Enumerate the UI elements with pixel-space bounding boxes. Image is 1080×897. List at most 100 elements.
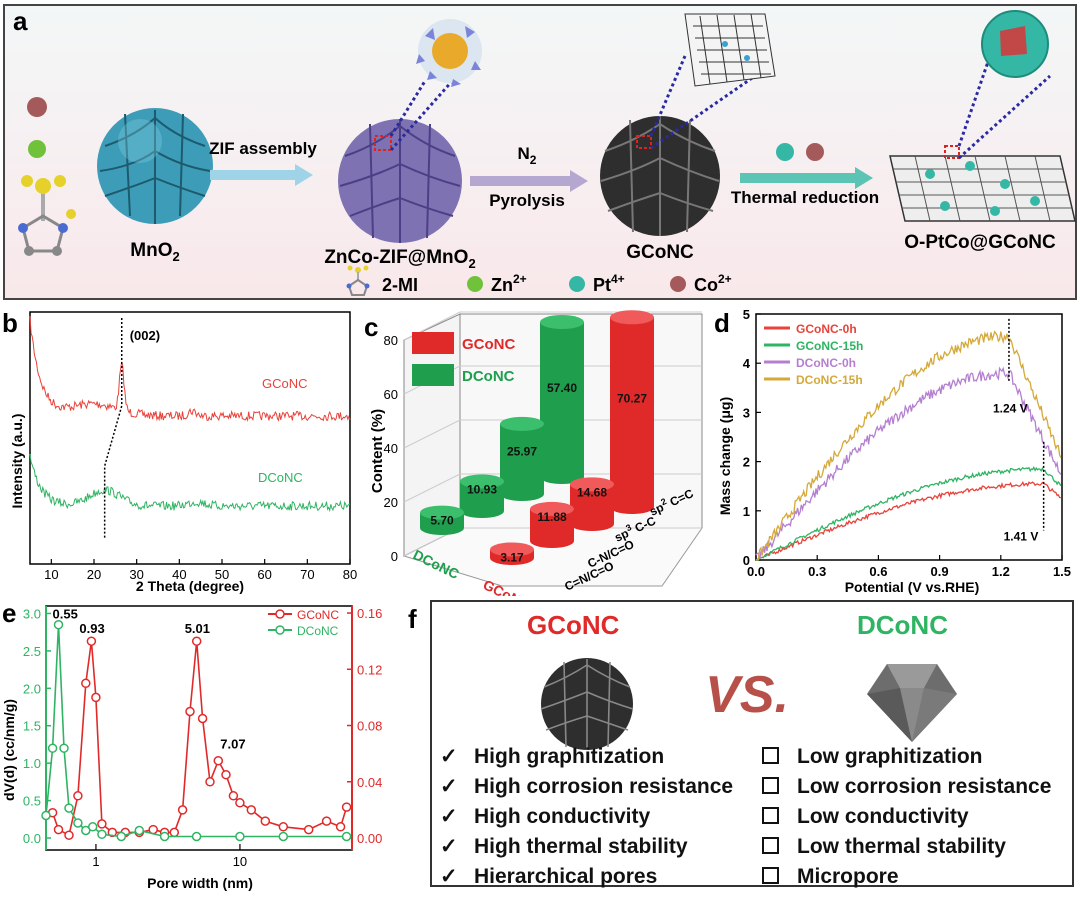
content-bar-value: 10.93 — [467, 482, 497, 496]
content-bar-value: 3.17 — [500, 550, 524, 564]
pore-legend-marker — [275, 609, 285, 619]
label-final-catalyst: O-PtCo@GCoNC — [904, 232, 1056, 253]
panel-label-e: e — [2, 600, 16, 628]
xrd-series-dconc — [29, 453, 351, 513]
content-bar-dconc — [500, 416, 544, 501]
content-panel: c Content (%) 0 20 40 60 80 57.40 25.97 10.93 5.… — [362, 306, 712, 613]
panel-label-c: c — [364, 312, 378, 342]
pore-peak-label: 0.93 — [79, 621, 104, 636]
mass-series-gconc-0h — [756, 480, 1061, 561]
dconc-feature: Low corrosion resistance — [762, 772, 1051, 802]
mass-series-gconc-15h — [755, 465, 1062, 561]
panel-label-b: b — [2, 308, 18, 338]
molecule-2mi-icon — [18, 97, 76, 256]
step-zif-assembly: ZIF assembly — [209, 139, 317, 158]
content-bar-dconc — [420, 505, 464, 535]
pore-panel: e dV(d) (cc/nm/g) Pore width (nm) 0.0 0.5… — [0, 598, 430, 892]
content-bar-gconc — [490, 542, 534, 565]
mass-annotation: 1.24 V — [993, 401, 1028, 415]
graphene-sheet-icon — [889, 10, 1076, 222]
mass-xtick-label: 0.3 — [808, 564, 826, 579]
content-bar-value: 25.97 — [507, 444, 537, 458]
content-ytick-label: 60 — [384, 387, 398, 402]
mass-series-dconc-0h — [755, 366, 1062, 560]
pore-ylabel: dV(d) (cc/nm/g) — [1, 699, 17, 801]
mass-annotation: 1.41 V — [1004, 529, 1039, 543]
mass-ytick-label: 2 — [743, 455, 750, 470]
zif-mno2-sphere-icon — [338, 19, 482, 243]
pore-xlabel: Pore width (nm) — [147, 875, 253, 891]
pore-ytick-left-label: 0.5 — [23, 794, 41, 809]
pore-ytick-right-label: 0.04 — [357, 775, 382, 790]
content-bar-value: 57.40 — [547, 381, 577, 395]
pore-legend-label: DCoNC — [297, 624, 339, 638]
xrd-xtick-label: 70 — [300, 567, 314, 582]
checkbox-icon — [762, 807, 779, 824]
mass-legend-label: DCoNC-15h — [796, 373, 863, 387]
pore-legend-marker — [275, 625, 285, 635]
pore-series-dconc — [45, 624, 347, 838]
content-ytick-label: 40 — [384, 441, 398, 456]
mass-xtick-label: 0.0 — [747, 564, 765, 579]
arrow-zif-assembly — [210, 164, 313, 186]
pore-ytick-left-label: 1.0 — [23, 756, 41, 771]
gconc-feature: ✓ Hierarchical pores — [440, 862, 733, 892]
pore-ytick-left-label: 3.0 — [23, 606, 41, 621]
content-bar-dconc — [460, 474, 504, 518]
checkbox-icon — [762, 837, 779, 854]
xrd-panel: b Intensity (a.u.) 2 Theta (degree) 10 20… — [0, 306, 360, 596]
label-mno2: MnO2 — [130, 240, 179, 264]
mass-xtick-label: 0.9 — [931, 564, 949, 579]
content-gridline — [403, 473, 461, 503]
mass-xtick-label: 0.6 — [869, 564, 887, 579]
legend-co-icon — [670, 276, 686, 292]
pore-ytick-left-label: 2.5 — [23, 644, 41, 659]
legend-zn-label: Zn2+ — [491, 272, 527, 295]
xrd-series-gconc — [29, 316, 351, 422]
content-bar-gconc — [570, 477, 614, 531]
content-bar-value: 11.88 — [537, 510, 567, 524]
xrd-xtick-label: 80 — [343, 567, 357, 582]
pore-peak-label: 0.55 — [53, 607, 78, 622]
gconc-feature: ✓ High conductivity — [440, 802, 733, 832]
vs-mark: VS. — [705, 666, 789, 724]
dconc-title: DCoNC — [857, 610, 948, 640]
mass-ytick-label: 4 — [743, 356, 751, 371]
schematic-legend: 2-MI Zn2+ Pt4+ Co2+ — [346, 265, 732, 296]
check-icon: ✓ — [440, 805, 458, 828]
pore-ytick-right-label: 0.00 — [357, 831, 382, 846]
pore-ytick-left-label: 2.0 — [23, 681, 41, 696]
xrd-xtick-label: 60 — [257, 567, 271, 582]
content-gridline — [403, 419, 461, 449]
panel-label-d: d — [714, 308, 730, 338]
xrd-xtick-label: 50 — [215, 567, 229, 582]
gconc-feature: ✓ High graphitization — [440, 742, 733, 772]
checkbox-icon — [762, 867, 779, 884]
legend-pt-label: Pt4+ — [593, 272, 625, 295]
dconc-feature: Low conductivity — [762, 802, 1051, 832]
gconc-feature-list: ✓ High graphitization ✓ High corrosion res… — [440, 742, 733, 892]
check-icon: ✓ — [440, 835, 458, 858]
xrd-ylabel: Intensity (a.u.) — [9, 414, 25, 509]
content-bar-gconc — [530, 501, 574, 548]
pore-xtick-label: 10 — [233, 854, 247, 869]
dconc-feature: Low thermal stability — [762, 832, 1051, 862]
comparison-icons: VS. — [540, 658, 957, 750]
xrd-peak-shift-guide — [103, 318, 123, 538]
pore-legend-label: GCoNC — [297, 608, 339, 622]
content-bar-gconc — [610, 310, 654, 514]
label-zif-mno2: ZnCo-ZIF@MnO2 — [324, 247, 475, 271]
mass-ytick-label: 5 — [743, 307, 750, 322]
xrd-xtick-label: 40 — [172, 567, 186, 582]
mass-ytick-label: 0 — [743, 553, 750, 568]
check-icon: ✓ — [440, 745, 458, 768]
mass-series-dconc-15h — [756, 330, 1062, 561]
xrd-chart: b Intensity (a.u.) 2 Theta (degree) 10 20… — [2, 308, 357, 594]
pore-ytick-right-label: 0.08 — [357, 719, 382, 734]
mass-xlabel: Potential (V vs.RHE) — [845, 579, 980, 595]
checkbox-icon — [762, 777, 779, 794]
arrow-thermal-reduction — [740, 143, 873, 189]
legend-2mi-label: 2-MI — [382, 275, 418, 295]
content-ytick-label: 20 — [384, 495, 398, 510]
xrd-xtick-label: 20 — [87, 567, 101, 582]
